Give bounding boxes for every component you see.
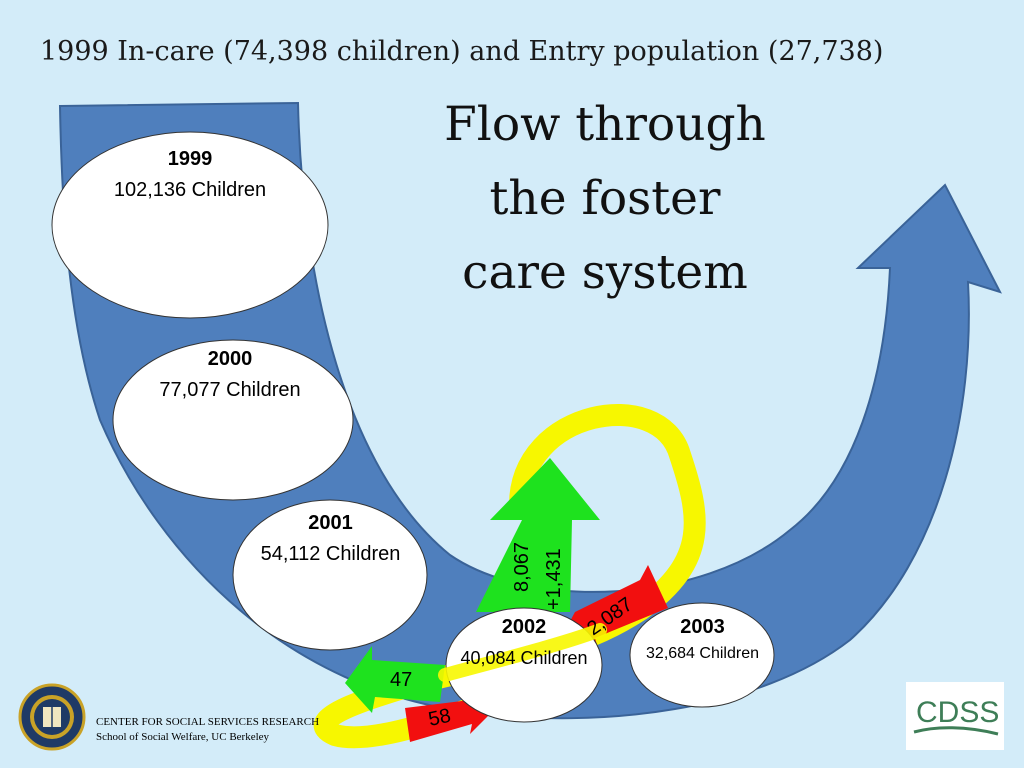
title-line-2: the foster	[489, 171, 721, 226]
year-1999-block: 1999 102,136 Children	[70, 148, 310, 202]
flow-label-47: 47	[390, 669, 412, 691]
year-2002-label: 2002	[501, 616, 547, 638]
slide-subtitle: 1999 In-care (74,398 children) and Entry…	[40, 36, 884, 67]
year-2001-label: 2001	[308, 512, 353, 534]
title-line-1: Flow through	[444, 97, 766, 152]
flow-label-8067: 8,067	[511, 542, 533, 592]
flow-label-1431: +1,431	[543, 548, 565, 610]
green-up-arrow	[476, 458, 600, 612]
title-line-3: care system	[462, 245, 748, 300]
footer-line-1: CENTER FOR SOCIAL SERVICES RESEARCH	[96, 716, 320, 728]
year-2002-block: 2002 40,084 Children	[438, 616, 610, 669]
year-2002-count: 40,084 Children	[460, 648, 588, 668]
ellipse-2000	[112, 339, 354, 501]
footer-line-2: School of Social Welfare, UC Berkeley	[96, 731, 270, 743]
year-1999-label: 1999	[167, 148, 213, 170]
year-2003-count: 32,684 Children	[646, 645, 759, 662]
flow-label-58: 58	[426, 705, 452, 731]
year-2001-block: 2001 54,112 Children	[228, 512, 433, 566]
ellipse-2003	[629, 602, 775, 708]
ellipse-2001	[232, 499, 428, 651]
slide-title: Flow through the foster care system	[425, 88, 785, 310]
uc-seal-logo	[18, 683, 86, 751]
year-2000-count: 77,077 Children	[159, 379, 301, 401]
year-2001-count: 54,112 Children	[260, 543, 401, 565]
year-2003-block: 2003 32,684 Children	[630, 616, 775, 663]
svg-text:CDSS: CDSS	[916, 696, 999, 729]
year-2000-block: 2000 77,077 Children	[110, 348, 350, 402]
year-2003-label: 2003	[680, 616, 725, 638]
year-2000-label: 2000	[207, 348, 253, 370]
cdss-logo: CDSS	[906, 682, 1004, 750]
yellow-loop-front	[438, 623, 607, 682]
ellipse-1999	[51, 131, 329, 319]
green-left-arrow	[345, 646, 445, 713]
footer-credit: CENTER FOR SOCIAL SERVICES RESEARCH Scho…	[96, 715, 319, 745]
year-1999-count: 102,136 Children	[113, 179, 267, 201]
